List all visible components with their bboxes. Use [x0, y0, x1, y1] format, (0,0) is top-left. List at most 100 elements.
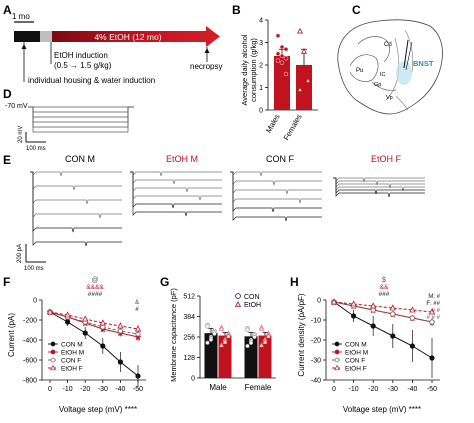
timeline-bar-text: 4% EtOH (12 mo) — [94, 32, 161, 42]
g-pt-1-1-7 — [262, 339, 268, 345]
e-scale-i-label: 200 pA — [17, 244, 23, 263]
housing-arrowhead — [21, 44, 27, 49]
f-line-0 — [49, 311, 139, 377]
panel-label-c: C — [352, 3, 361, 17]
necropsy-text: necropsy — [190, 62, 222, 71]
panel-b: B Average daily alcohol consumption (g/k… — [232, 3, 318, 142]
h-legend-marker-3 — [334, 364, 340, 371]
h-legend-label-3: EtOH F — [345, 366, 367, 373]
f-legend-label-3: EtOH F — [61, 366, 83, 373]
panel-c: C Cd Pu Gp IC Vp BNST — [337, 3, 443, 115]
h-pt-0-1 — [350, 313, 357, 319]
g-pt-1-1-8 — [266, 333, 271, 339]
h-pt-0-4 — [409, 343, 415, 349]
g-y-tick-label-1: 128 — [183, 355, 195, 362]
e-trace-2-4 — [230, 171, 322, 213]
g-legend-con: CON — [244, 294, 260, 301]
panel-label-b: B — [232, 3, 241, 17]
h-x-tick-label-3: -30 — [388, 386, 398, 393]
h-line-3 — [333, 301, 433, 313]
e-trace-0-1 — [30, 171, 122, 191]
b-point-0-1 — [279, 44, 285, 50]
b-bar-0 — [274, 56, 290, 110]
scale-bar-label-a: 1 mo — [12, 12, 30, 21]
e-title-con-f: CON F — [266, 154, 295, 164]
b-y-tick-label-3: 3 — [259, 40, 263, 47]
f-legend-label-2: CON F — [61, 358, 81, 365]
b-ylabel-2: consumption (g/kg) — [249, 38, 258, 102]
b-ylabel-1: Average daily alcohol — [240, 34, 249, 105]
e-trace-3-5 — [333, 177, 425, 198]
h-y-tick-label-2: -20 — [311, 338, 321, 345]
region-bnst: BNST — [413, 59, 434, 68]
g-y-tick-label-4: 512 — [183, 294, 195, 301]
e-trace-0-3 — [30, 171, 122, 219]
induction-line-1: EtOH induction — [54, 51, 108, 60]
f-legend-marker-2 — [50, 357, 56, 363]
h-y-tick-label-4: -40 — [311, 378, 321, 385]
d-trace-1 — [28, 106, 134, 113]
f-xlabel: Voltage step (mV) **** — [59, 405, 137, 414]
g-y-tick-label-0: 0 — [191, 376, 195, 383]
b-point-1-3 — [297, 86, 303, 92]
h-x-tick-label-2: -20 — [368, 386, 378, 393]
b-xtick-males: Males — [264, 112, 282, 134]
f-legend-marker-1 — [50, 349, 56, 355]
e-trace-0-5 — [30, 171, 122, 247]
b-point-0-6 — [275, 58, 281, 63]
b-point-0-7 — [279, 60, 285, 65]
e-trace-0-0 — [30, 171, 122, 177]
g-pt-0-0-6 — [205, 324, 210, 329]
h-legend-label-2: CON F — [345, 358, 365, 365]
electrode-2 — [405, 41, 413, 71]
d-trace-5 — [28, 106, 134, 133]
e-trace-3-4 — [333, 177, 425, 195]
timeline-gray-segment — [40, 31, 52, 42]
e-trace-2-0 — [230, 171, 322, 177]
h-x-tick-label-0: 0 — [332, 386, 336, 393]
g-xtick-male: Male — [209, 383, 227, 392]
region-pu: Pu — [356, 68, 363, 74]
bnst-region — [396, 61, 412, 85]
f-pt-0-2 — [82, 330, 88, 336]
g-pt-0-1-6 — [219, 325, 224, 331]
g-ylabel: Membrane capacitance (pF) — [169, 288, 178, 382]
g-pt-1-1-6 — [259, 325, 264, 331]
f-x-tick-label-1: -10 — [63, 386, 73, 393]
brain-contour-5 — [404, 29, 414, 73]
b-point-0-5 — [283, 56, 289, 61]
h-legend-marker-2 — [334, 357, 340, 363]
timeline-arrow — [52, 26, 220, 47]
brain-contour-1 — [357, 36, 390, 63]
h-pt-3-2 — [370, 302, 377, 309]
e-trace-0-2 — [30, 171, 122, 205]
h-pt-0-2 — [370, 323, 376, 329]
f-sig-mark-1: @ — [91, 277, 98, 284]
brain-contour-3 — [371, 81, 397, 91]
f-legend-marker-0 — [50, 341, 56, 347]
e-trace-3-2 — [333, 177, 425, 189]
g-pt-1-0-7 — [248, 340, 254, 346]
panel-label-a: A — [3, 3, 12, 17]
e-trace-2-5 — [230, 171, 322, 222]
region-ic: IC — [380, 72, 386, 78]
g-xtick-female: Female — [245, 383, 272, 392]
h-y-tick-label-1: -10 — [311, 318, 321, 325]
f-y-tick-label-4: -800 — [23, 378, 37, 385]
h-xlabel: Voltage step (mV) **** — [343, 405, 421, 414]
d-scale-v-label: 20 mV — [18, 126, 24, 143]
g-legend-con-marker — [235, 293, 241, 299]
e-trace-3-3 — [333, 177, 425, 192]
h-legend-label-0: CON M — [345, 342, 367, 349]
g-pt-0-0-7 — [208, 337, 214, 342]
h-pt-3-5 — [428, 308, 436, 315]
h-sig-mark-2: && — [380, 284, 389, 291]
b-bar-1 — [296, 65, 312, 110]
f-legend-label-1: EtOH M — [61, 350, 84, 357]
b-point-1-0 — [297, 27, 303, 34]
b-y-tick-label-0: 0 — [259, 108, 263, 115]
h-x-tick-label-4: -40 — [407, 386, 417, 393]
g-pt-0-1-0 — [219, 342, 224, 348]
